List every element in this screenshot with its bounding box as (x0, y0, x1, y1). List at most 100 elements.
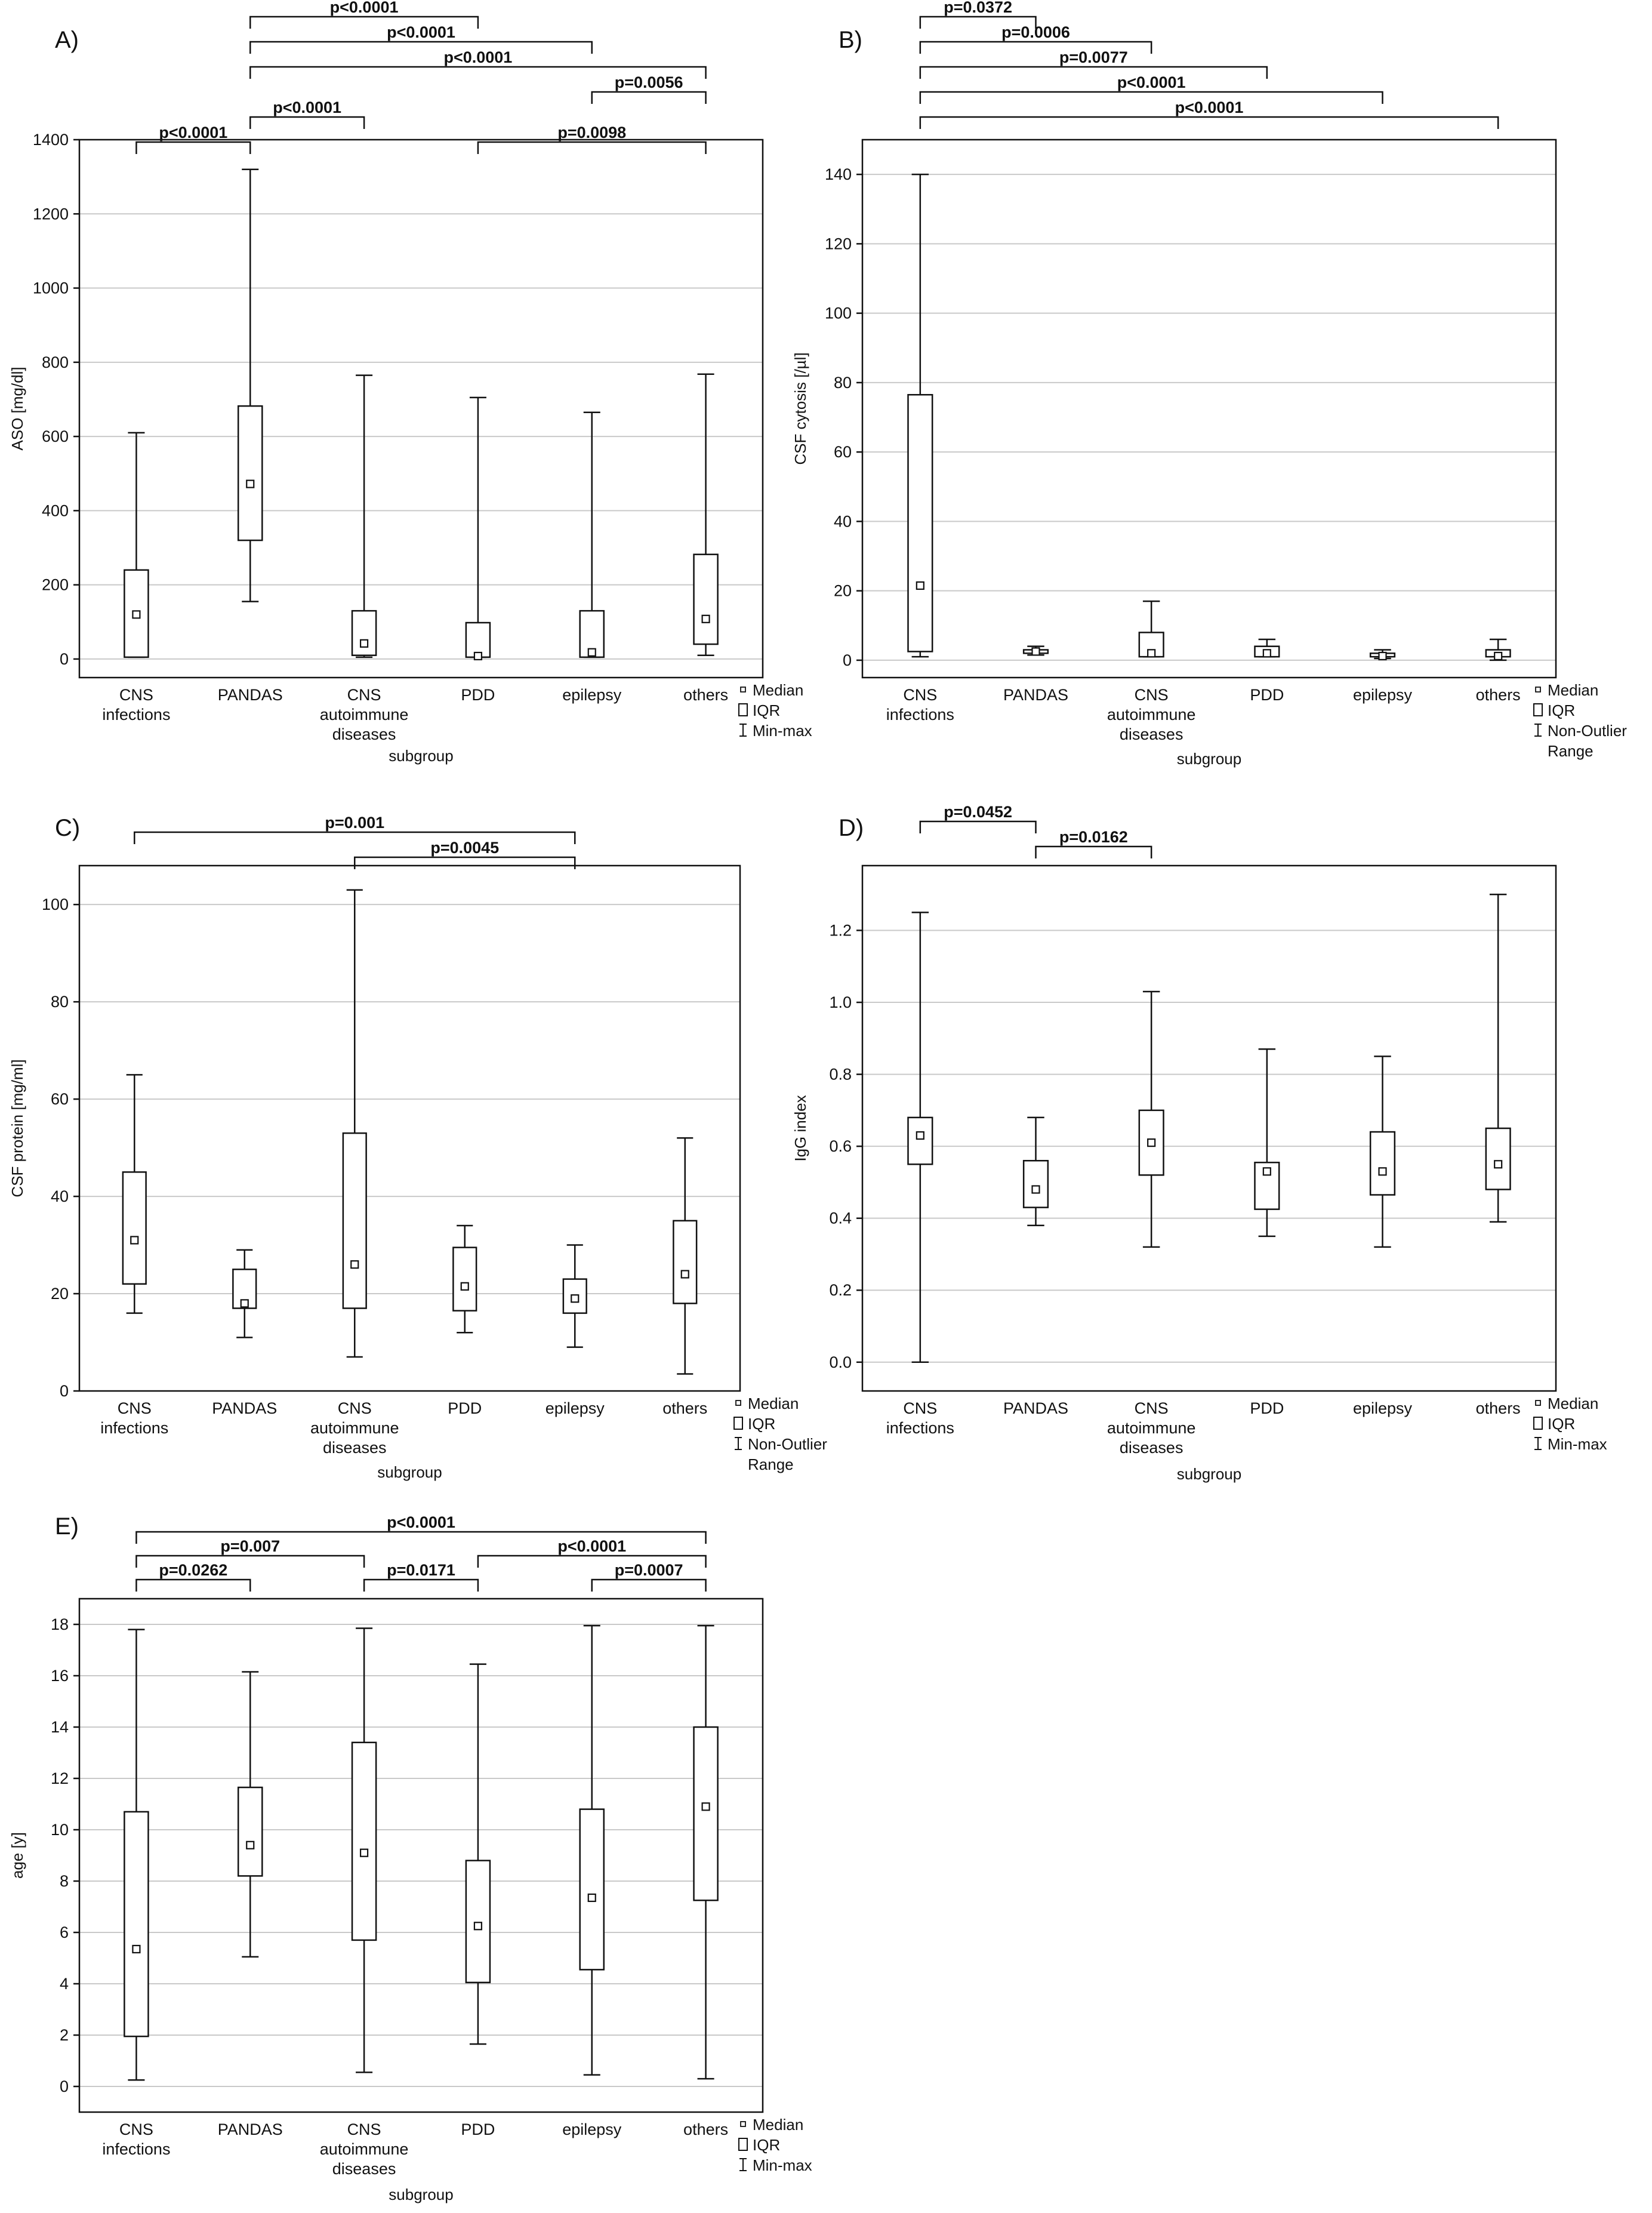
box-3 (1254, 1048, 1280, 1238)
bracket-line (249, 41, 593, 54)
legend-non-outlier: Non-Outlier (748, 1435, 827, 1453)
median-marker (132, 610, 141, 619)
x-tick-label: autoimmune (1107, 706, 1196, 724)
iqr-box (693, 1726, 719, 1901)
legend-median: Median (753, 2116, 803, 2134)
significance-bracket: p=0.0372 (919, 0, 1037, 29)
y-tick-label: 0.2 (829, 1281, 852, 1299)
x-tick-label: autoimmune (320, 706, 409, 724)
bracket-line (919, 66, 1268, 79)
iqr-box (351, 1741, 377, 1941)
x-tick-label: autoimmune (320, 2140, 409, 2158)
median-marker (350, 1260, 359, 1269)
legend-iqr-icon (738, 2138, 748, 2151)
p-value-label: p=0.0098 (557, 124, 626, 141)
y-tick-label: 1.0 (829, 993, 852, 1011)
box-4 (579, 411, 605, 658)
x-tick-label: epilepsy (562, 686, 622, 704)
y-tick-label: 20 (51, 1285, 69, 1303)
bracket-line (919, 16, 1037, 29)
box-2 (342, 889, 367, 1358)
box-5 (693, 1624, 719, 2080)
x-tick-label: PDD (1250, 1399, 1284, 1417)
y-tick-label: 1.2 (829, 921, 852, 939)
plot-frame (78, 864, 741, 1392)
x-tick-label: PANDAS (212, 1399, 277, 1417)
x-tick-label: CNS (347, 2120, 381, 2138)
x-tick-label: infections (886, 1419, 954, 1437)
x-tick-label: autoimmune (310, 1419, 399, 1437)
box-1 (1022, 645, 1049, 656)
x-axis-title: subgroup (1177, 1465, 1241, 1483)
iqr-box (1485, 1127, 1511, 1190)
p-value-label: p=0.0077 (1059, 48, 1128, 66)
plot-frame (78, 1598, 764, 2113)
y-tick-label: 40 (51, 1187, 69, 1205)
x-tick-label: PANDAS (1003, 1399, 1068, 1417)
y-axis-title: CSF protein [mg/ml] (8, 1059, 26, 1197)
x-tick-label: CNS (119, 686, 153, 704)
x-tick-label: others (1476, 686, 1521, 704)
x-tick-label: infections (102, 706, 170, 724)
y-tick-label: 4 (60, 1975, 69, 1993)
legend-whisker-icon (735, 1437, 742, 1450)
significance-bracket: p=0.0056 (591, 73, 707, 104)
bracket-line (477, 1555, 707, 1568)
legend-non-outlier: Non-Outlier (1548, 722, 1627, 740)
panel-c: C) 0 20 40 60 80 100 CSF protein [mg/ml] CNS infe… (8, 814, 827, 1481)
iqr-box (1022, 1159, 1049, 1208)
iqr-box (452, 1246, 477, 1312)
median-marker (246, 1840, 255, 1849)
y-axis-title: CSF cytosis [/µl] (791, 352, 809, 464)
legend-iqr: IQR (753, 2136, 780, 2154)
x-tick-label: others (662, 1399, 707, 1417)
x-tick-label: others (683, 2120, 728, 2138)
bracket-line (919, 820, 1037, 833)
y-tick-label: 6 (60, 1923, 69, 1941)
legend-median-icon (1535, 687, 1541, 692)
legend-whisker-icon (1534, 1437, 1542, 1450)
box-2 (351, 374, 377, 658)
median-marker (473, 651, 483, 661)
significance-bracket: p<0.0001 (249, 0, 479, 29)
legend-iqr-icon (733, 1417, 743, 1430)
median-marker (240, 1299, 249, 1308)
significance-bracket: p<0.0001 (135, 1513, 707, 1544)
bracket-line (249, 16, 479, 29)
significance-bracket: p=0.0098 (477, 124, 707, 154)
significance-bracket: p<0.0001 (135, 124, 251, 154)
box-1 (1022, 1116, 1049, 1226)
x-tick-label: CNS (1135, 686, 1169, 704)
bracket-line (477, 141, 707, 154)
y-tick-label: 1400 (33, 131, 69, 149)
iqr-box (562, 1278, 587, 1314)
y-tick-label: 60 (51, 1090, 69, 1108)
median-marker (1494, 1160, 1503, 1169)
legend-min-max: Min-max (753, 722, 812, 740)
panel-label: E) (55, 1513, 79, 1540)
y-tick-label: 1200 (33, 205, 69, 223)
median-marker (359, 1848, 369, 1857)
y-tick-label: 0.8 (829, 1066, 852, 1084)
legend-iqr: IQR (753, 701, 780, 719)
y-tick-label: 80 (834, 374, 852, 392)
panel-e: E) 0 2 4 6 8 10 12 14 16 18 age [y] CNS infections PAN… (8, 1513, 812, 2203)
significance-bracket: p<0.0001 (919, 99, 1499, 129)
iqr-box (465, 621, 491, 658)
legend-median-icon (1535, 1400, 1541, 1406)
iqr-box (465, 1860, 491, 1984)
bracket-line (354, 856, 576, 869)
p-value-label: p=0.007 (220, 1537, 280, 1555)
legend-median-icon (740, 2121, 746, 2127)
significance-bracket: p=0.0452 (919, 803, 1037, 833)
x-tick-label: CNS (338, 1399, 372, 1417)
y-tick-label: 40 (834, 512, 852, 530)
legend-min-max: Min-max (753, 2156, 812, 2174)
x-tick-label: CNS (903, 686, 937, 704)
box-2 (1138, 990, 1164, 1248)
legend-iqr: IQR (1548, 701, 1575, 719)
box-2 (351, 1627, 377, 2073)
bracket-line (919, 91, 1383, 104)
x-tick-label: CNS (903, 1399, 937, 1417)
p-value-label: p<0.0001 (557, 1537, 626, 1555)
